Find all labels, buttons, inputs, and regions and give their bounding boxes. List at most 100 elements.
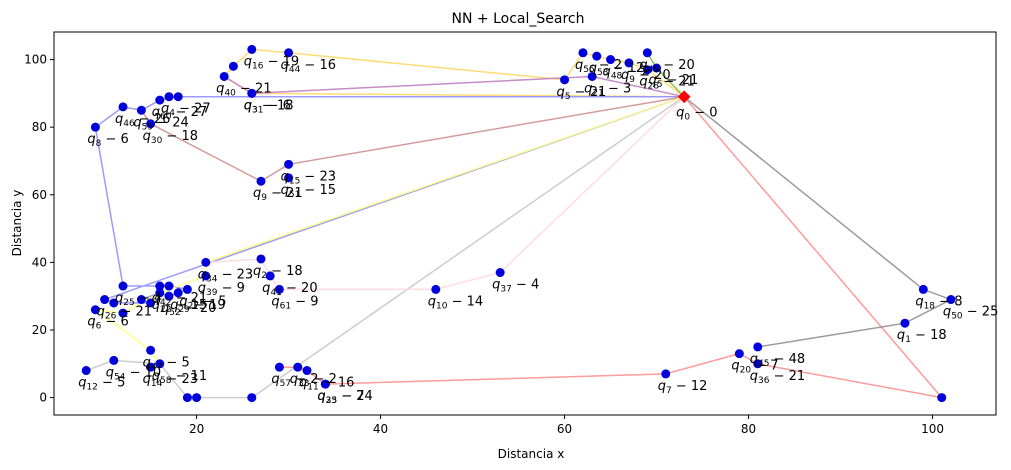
- point-label-40: q26 − 21: [97, 305, 152, 322]
- customer-point-46: [146, 345, 156, 355]
- customer-point-2: [284, 48, 294, 58]
- point-label-50: q12 − 5: [78, 376, 125, 393]
- point-label-46: q47 − 5: [143, 355, 190, 372]
- customer-point-64: [918, 284, 928, 294]
- customer-point-52: [192, 393, 202, 403]
- point-label-19: q4 − 27: [161, 102, 211, 119]
- customer-point-55: [293, 362, 303, 372]
- point-label-58: q23 − 7: [317, 389, 364, 406]
- customer-point-17: [136, 105, 146, 115]
- point-label-64: q18 − 8: [915, 294, 962, 311]
- point-label-59: q7 − 12: [658, 379, 708, 396]
- y-tick-label-3: 40: [32, 255, 47, 269]
- point-label-23: q15 − 23: [281, 169, 336, 186]
- x-tick-label-1: 20: [189, 422, 204, 436]
- point-label-4: q40 − 21: [216, 81, 271, 98]
- customer-point-38: [164, 291, 174, 301]
- x-tick-label-4: 80: [741, 422, 756, 436]
- customer-point-48: [146, 362, 156, 372]
- customer-point-37: [155, 288, 165, 298]
- x-axis-label: Distancia x: [498, 447, 565, 461]
- point-label-22: q8 − 6: [87, 132, 128, 149]
- chart-title: NN + Local_Search: [452, 11, 585, 27]
- customer-point-40: [100, 295, 110, 305]
- customer-point-28: [201, 271, 211, 281]
- customer-point-51: [182, 393, 192, 403]
- y-axis-label: Distancia y: [10, 190, 24, 257]
- point-label-28: q39 − 9: [198, 281, 245, 298]
- point-label-33: q25 − 4: [115, 291, 162, 308]
- route-line-2: [223, 75, 685, 98]
- x-axis-ticks: 20 40 60 80 100: [189, 415, 944, 436]
- customer-point-1: [247, 44, 257, 54]
- customer-point-47: [155, 359, 165, 369]
- customer-point-10: [624, 58, 634, 68]
- point-label-29: q41 − 20: [262, 281, 317, 298]
- point-label-1: q16 − 19: [244, 54, 299, 71]
- y-axis-ticks: 0 20 40 60 80 100: [24, 53, 54, 405]
- point-label-60: q20 − 7: [731, 359, 778, 376]
- customer-point-8: [592, 51, 602, 61]
- customer-point-58: [320, 379, 330, 389]
- customer-point-30: [274, 284, 284, 294]
- customer-point-27: [201, 257, 211, 267]
- point-label-65: q50 − 25: [943, 305, 998, 322]
- customer-point-22: [90, 122, 100, 132]
- customer-point-25: [256, 176, 266, 186]
- point-label-39: q29 − 19: [170, 298, 225, 315]
- route-line-9: [279, 96, 944, 399]
- point-label-25: q9 − 21: [253, 186, 303, 203]
- point-label-26: q2 − 18: [253, 264, 303, 281]
- point-label-62: q36 − 21: [750, 369, 805, 386]
- customer-point-65: [946, 295, 956, 305]
- customer-point-29: [265, 271, 275, 281]
- point-label-55: q33 − 2: [290, 372, 337, 389]
- customer-point-36: [182, 284, 192, 294]
- route-lines: [85, 48, 953, 399]
- customer-point-63: [900, 318, 910, 328]
- point-label-15: q21 − 3: [584, 81, 631, 98]
- point-label-31: q10 − 14: [428, 294, 483, 311]
- customer-point-39: [173, 288, 183, 298]
- y-tick-label-1: 0: [39, 391, 47, 405]
- point-label-12: q28 − 21: [639, 75, 694, 92]
- point-label-9: q48 − 2: [603, 65, 650, 82]
- y-tick-label-4: 60: [32, 188, 47, 202]
- customer-point-59: [661, 369, 671, 379]
- customer-point-60: [734, 349, 744, 359]
- point-label-48: q14 − 23: [143, 372, 198, 389]
- customer-point-41: [109, 298, 119, 308]
- customer-point-13: [652, 63, 662, 73]
- y-tick-label-5: 80: [32, 120, 47, 134]
- point-label-27: q34 − 23: [198, 267, 253, 284]
- customer-point-56: [302, 366, 312, 376]
- x-tick-label-5: 100: [921, 422, 944, 436]
- customer-point-26: [256, 254, 266, 264]
- point-label-24: q51 − 15: [281, 183, 336, 200]
- customer-point-54: [274, 362, 284, 372]
- route-line-10: [683, 96, 953, 348]
- customer-point-4: [219, 71, 229, 81]
- x-tick-label-3: 60: [557, 422, 572, 436]
- point-label-1000: q0 − 0: [676, 106, 717, 123]
- customer-point-50: [81, 366, 91, 376]
- point-label-57: q35 − 24: [317, 389, 372, 406]
- customer-point-3: [228, 61, 238, 71]
- customer-point-34: [155, 281, 165, 291]
- point-label-47: q58 − 11: [152, 369, 207, 386]
- customer-point-6: [247, 88, 257, 98]
- route-line-5: [140, 95, 685, 183]
- point-label-21: q30 − 18: [143, 129, 198, 146]
- customer-point-53: [247, 393, 257, 403]
- point-label-8: q53 − 12: [589, 61, 644, 78]
- point-label-56: q11 − 16: [299, 376, 354, 393]
- point-label-13: q5 − 21: [649, 73, 699, 90]
- customer-point-16: [118, 102, 128, 112]
- x-tick-label-2: 40: [373, 422, 388, 436]
- customer-point-49: [109, 355, 119, 365]
- customer-point-9: [606, 55, 616, 65]
- point-label-37: q22 − 15: [152, 298, 207, 315]
- point-label-36: q27 − 5: [179, 294, 226, 311]
- customer-point-21: [146, 119, 156, 129]
